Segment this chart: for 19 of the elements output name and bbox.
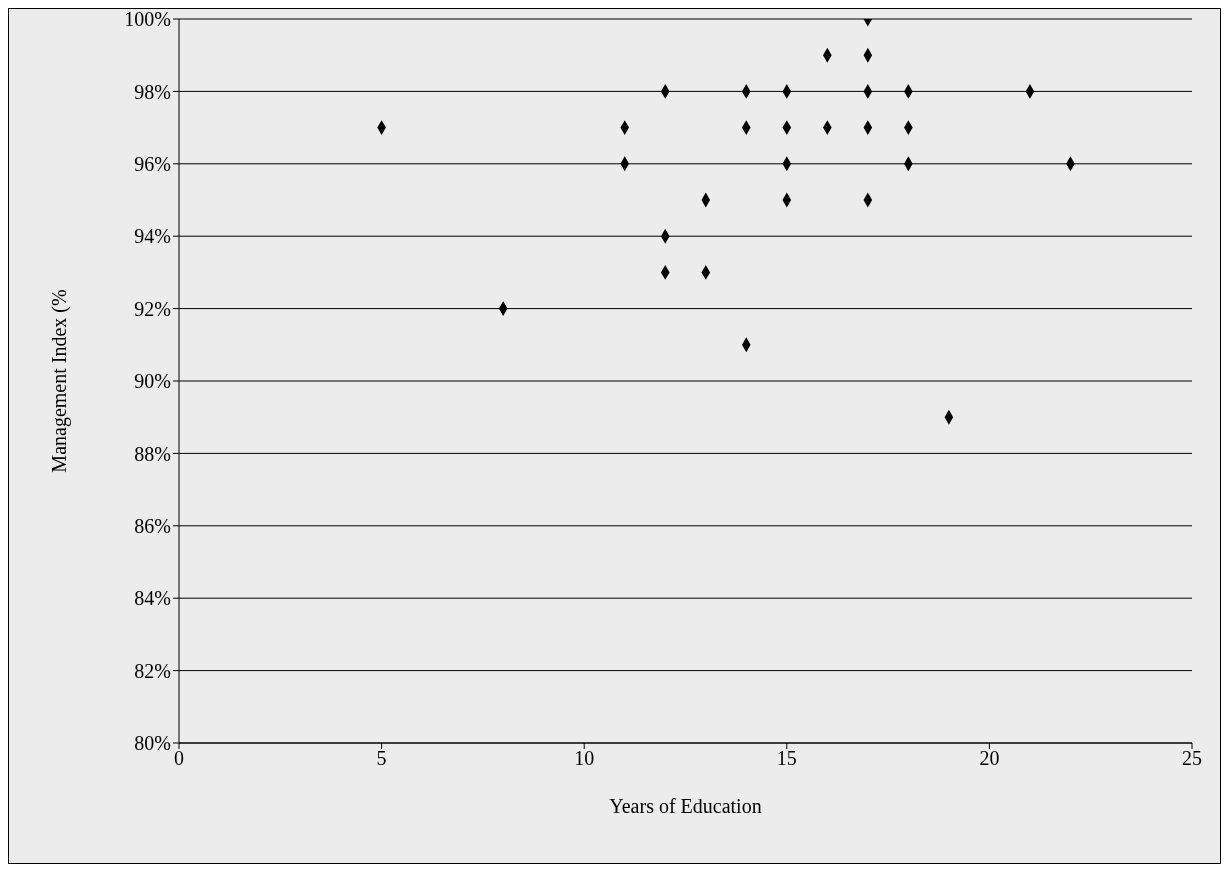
y-tick-label: 98% <box>134 80 171 103</box>
y-tick-label: 88% <box>134 442 171 465</box>
y-tick-label: 92% <box>134 297 171 320</box>
y-tick-label: 100% <box>124 8 171 31</box>
x-tick-label: 0 <box>174 747 184 770</box>
y-tick-label: 84% <box>134 587 171 610</box>
x-tick-label: 25 <box>1182 747 1202 770</box>
y-tick-label: 86% <box>134 514 171 537</box>
y-tick-label: 80% <box>134 732 171 755</box>
x-tick-label: 20 <box>979 747 1000 770</box>
x-tick-label: 5 <box>376 747 387 770</box>
y-tick-label: 96% <box>134 152 171 175</box>
y-tick-label: 82% <box>134 659 171 682</box>
y-tick-label: 94% <box>134 225 171 248</box>
y-tick-label: 90% <box>134 370 171 393</box>
y-axis-title: Management Index (% <box>48 289 72 473</box>
x-tick-label: 15 <box>776 747 797 770</box>
x-tick-label: 10 <box>574 747 595 770</box>
x-axis-title: Years of Education <box>609 795 762 817</box>
